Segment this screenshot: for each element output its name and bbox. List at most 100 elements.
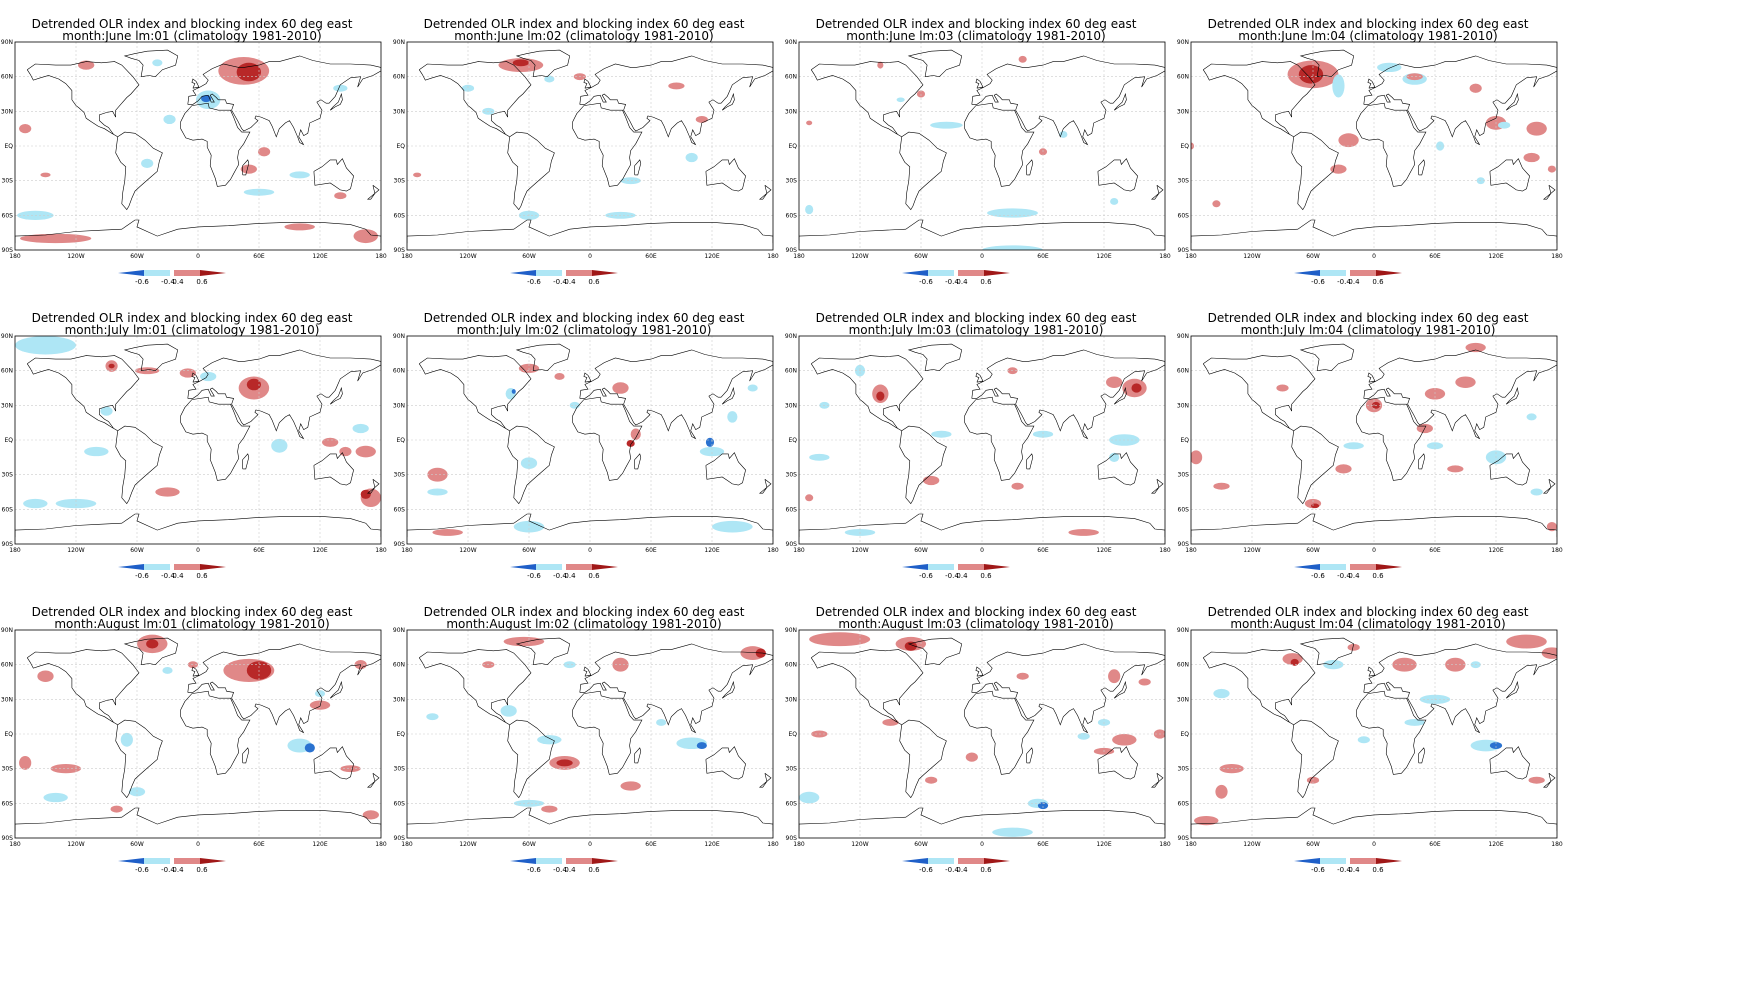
coastline-japan	[329, 92, 343, 111]
coastline-antarctica	[799, 513, 1165, 538]
negative-anomaly	[500, 705, 517, 717]
coastline-africa	[1356, 102, 1427, 187]
positive-anomaly	[432, 528, 463, 536]
negative-anomaly	[747, 384, 758, 392]
coastline-africa	[180, 396, 251, 481]
map-panel: Detrended OLR index and blocking index 6…	[392, 0, 832, 330]
lon-tick-label: 120W	[851, 547, 868, 554]
lon-tick-label: 120W	[459, 253, 476, 260]
lat-tick-label: 90S	[2, 541, 14, 548]
coastline-newZealand	[366, 479, 380, 494]
colorbar-segment	[1320, 270, 1346, 276]
lat-tick-label: 60S	[394, 800, 406, 807]
lon-tick-label: 60W	[1306, 547, 1320, 554]
lat-tick-label: 30N	[785, 402, 797, 409]
negative-anomaly	[163, 114, 176, 125]
panel-subtitle: month:June lm:03 (climatology 1981-2010)	[846, 29, 1106, 43]
panel-subtitle: month:June lm:01 (climatology 1981-2010)	[62, 29, 322, 43]
positive-anomaly	[809, 632, 871, 647]
graticule	[407, 630, 773, 838]
lon-tick-label: 180	[793, 547, 805, 554]
coastline-southAmerica	[899, 425, 947, 505]
colorbar-label: -0.4	[945, 866, 959, 874]
coastline-madagascar	[1026, 453, 1034, 470]
coastlines	[15, 49, 381, 244]
coastlines	[15, 343, 381, 538]
lat-tick-label: 90N	[1177, 333, 1189, 340]
lat-tick-label: 30S	[1178, 472, 1190, 479]
lon-tick-label: 60W	[1306, 841, 1320, 848]
coastline-africa	[964, 102, 1035, 187]
colorbar-label: 0.4	[956, 866, 968, 874]
lat-tick-label: 90N	[785, 333, 797, 340]
lon-tick-label: 0	[1372, 547, 1376, 554]
coastline-britain	[191, 78, 200, 89]
colorbar-label: -0.6	[135, 278, 149, 286]
coastline-greenland	[907, 49, 963, 78]
positive-anomaly	[1138, 678, 1151, 686]
coastline-newZealand	[1150, 185, 1164, 200]
colorbar-segment	[1350, 564, 1376, 570]
positive-anomaly	[19, 755, 32, 770]
negative-anomaly	[55, 498, 97, 509]
colorbar-label: 0.4	[1348, 572, 1360, 580]
positive-anomaly	[360, 489, 371, 499]
positive-anomaly	[1310, 503, 1320, 509]
graticule	[15, 336, 381, 544]
negative-anomaly	[685, 152, 698, 163]
negative-anomaly	[15, 336, 76, 355]
coastline-northAmerica	[418, 649, 532, 726]
negative-anomaly	[141, 158, 154, 168]
colorbar-label: 0.4	[172, 866, 184, 874]
positive-anomaly	[876, 391, 885, 401]
positive-anomaly	[427, 467, 448, 482]
graticule	[1191, 42, 1557, 250]
lon-tick-label: 180	[1551, 841, 1563, 848]
positive-anomaly	[1465, 342, 1486, 353]
positive-anomaly	[1068, 528, 1099, 536]
panel-subtitle: month:August lm:04 (climatology 1981-201…	[1230, 617, 1506, 631]
lat-tick-label: 30N	[1177, 108, 1189, 115]
coastline-greenland	[1299, 49, 1355, 78]
negative-anomaly	[992, 827, 1033, 837]
colorbar-label: 0.6	[196, 278, 208, 286]
coastline-newZealand	[1542, 479, 1556, 494]
lon-tick-label: 0	[980, 253, 984, 260]
negative-anomaly	[1109, 452, 1120, 462]
coastline-australia	[705, 452, 746, 486]
colorbar-segment	[144, 858, 170, 864]
coastline-newZealand	[758, 185, 772, 200]
colorbar-segment	[928, 564, 954, 570]
graticule	[407, 336, 773, 544]
negative-anomaly	[805, 204, 814, 215]
coastline-antarctica	[407, 513, 773, 538]
positive-anomaly	[1526, 121, 1547, 136]
lat-tick-label: 60S	[786, 506, 798, 513]
positive-anomaly	[965, 752, 978, 762]
lon-tick-label: 0	[588, 841, 592, 848]
colorbar-label: -0.6	[1311, 866, 1325, 874]
positive-anomaly	[1213, 482, 1230, 490]
negative-anomaly	[696, 742, 707, 750]
lat-tick-label: EQ	[4, 143, 13, 150]
lat-tick-label: 30S	[394, 766, 406, 773]
lat-tick-label: 60N	[1177, 74, 1189, 81]
negative-anomaly	[712, 520, 753, 533]
negative-anomaly	[1343, 442, 1364, 450]
negative-anomaly	[1357, 736, 1370, 744]
coastline-antarctica	[799, 807, 1165, 832]
coastline-japan	[721, 680, 735, 699]
coastline-japan	[329, 680, 343, 699]
colorbar-segment	[144, 564, 170, 570]
colorbar: -0.6 -0.40.4 0.6	[1294, 858, 1402, 874]
lon-tick-label: 120W	[67, 253, 84, 260]
colorbar-label: 0.4	[564, 278, 576, 286]
lat-tick-label: 90S	[2, 247, 14, 254]
map-frame	[798, 629, 1166, 839]
lat-tick-label: 60S	[786, 212, 798, 219]
coastline-eurasia	[579, 349, 773, 440]
panel-title: Detrended OLR index and blocking index 6…	[423, 311, 745, 325]
coastline-australia	[705, 158, 746, 192]
coastline-africa	[572, 396, 643, 481]
